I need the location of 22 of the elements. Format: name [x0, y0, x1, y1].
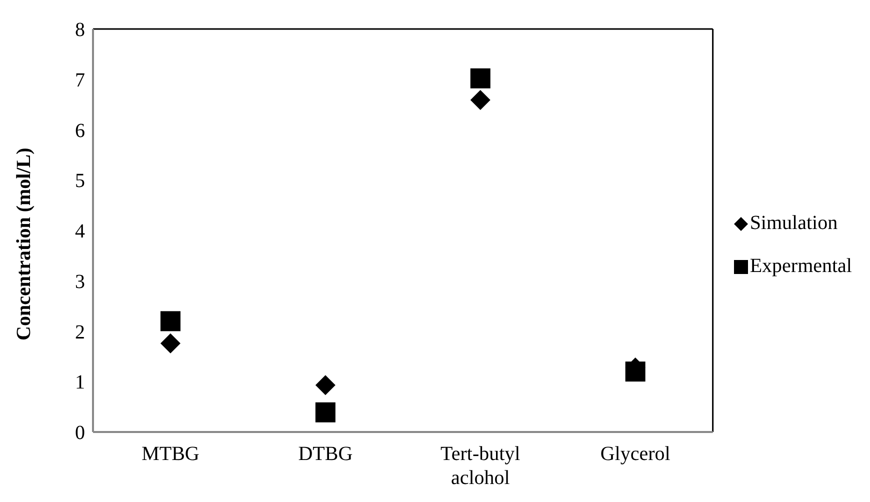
- y-tick-label: 1: [75, 372, 85, 394]
- point: [470, 68, 490, 88]
- point: [315, 375, 336, 396]
- x-tick-label: Glycerol: [600, 443, 671, 465]
- y-tick-label: 0: [75, 422, 85, 444]
- x-tick-label: MTBG: [142, 443, 200, 465]
- y-tick-label: 7: [75, 69, 85, 92]
- y-tick-label: 5: [75, 170, 85, 192]
- legend-label: Simulation: [750, 212, 838, 235]
- point: [160, 311, 180, 332]
- point: [160, 333, 180, 354]
- point: [315, 402, 336, 422]
- y-tick-label: 4: [75, 220, 85, 243]
- y-tick-label: 8: [75, 19, 85, 42]
- y-tick-label: 3: [75, 270, 85, 293]
- x-tick-label: Tert-butyl aclohol: [440, 443, 521, 489]
- point: [470, 90, 490, 110]
- y-axis-title: Concentration (mol/L): [13, 148, 36, 340]
- x-tick-label: DTBG: [298, 443, 353, 465]
- y-tick-label: 2: [75, 321, 85, 344]
- legend-label: Expermental: [750, 255, 852, 278]
- y-tick-label: 6: [75, 120, 85, 142]
